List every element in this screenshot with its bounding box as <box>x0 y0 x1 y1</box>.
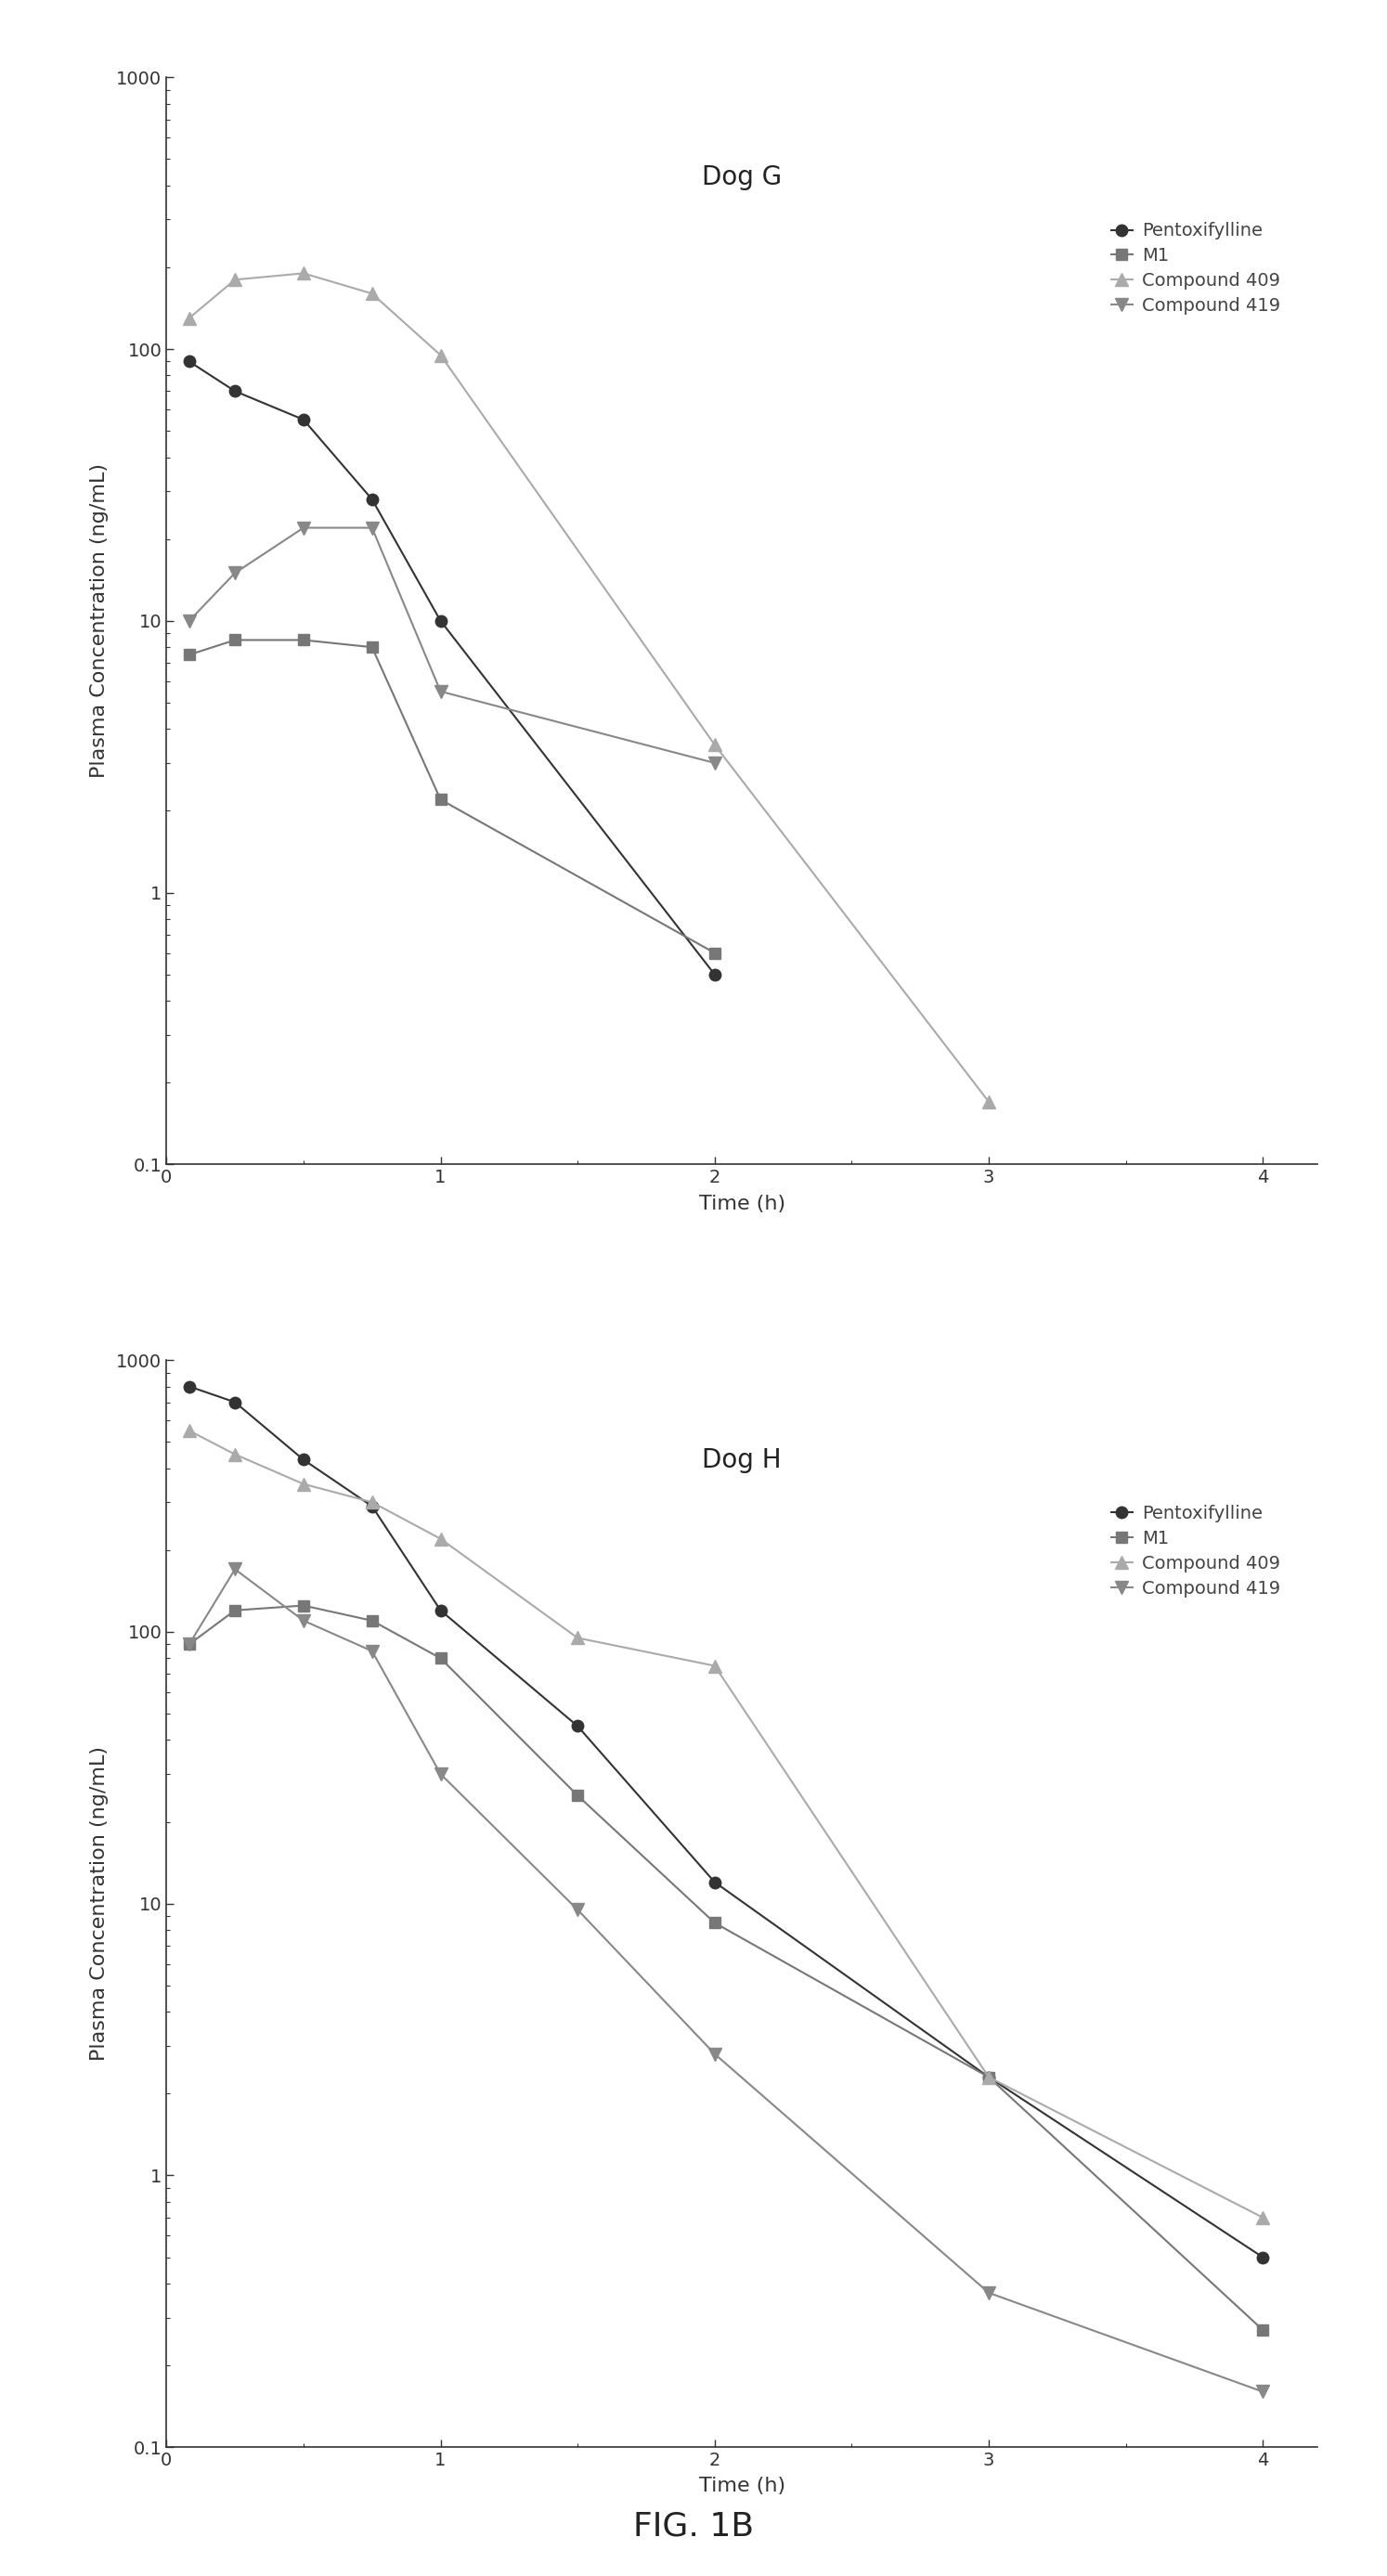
Pentoxifylline <box>706 1868 723 1899</box>
Compound 419 <box>433 1759 449 1790</box>
M1 <box>226 623 243 654</box>
M1 <box>180 1628 197 1659</box>
M1 <box>295 1589 312 1620</box>
Pentoxifylline <box>363 484 380 515</box>
Legend: Pentoxifylline, M1, Compound 409, Compound 419: Pentoxifylline, M1, Compound 409, Compou… <box>1105 1499 1286 1602</box>
M1 <box>1254 2313 1270 2344</box>
Text: Dog H: Dog H <box>702 1448 782 1473</box>
Compound 419 <box>706 2038 723 2069</box>
Compound 409 <box>363 1486 380 1517</box>
Compound 409 <box>981 1087 997 1118</box>
Line: Pentoxifylline: Pentoxifylline <box>183 355 720 981</box>
Compound 409 <box>363 278 380 309</box>
Compound 409 <box>981 2061 997 2092</box>
Pentoxifylline <box>433 605 449 636</box>
Compound 419 <box>569 1893 585 1924</box>
Compound 409 <box>706 1651 723 1682</box>
X-axis label: Time (h): Time (h) <box>699 2478 785 2496</box>
Pentoxifylline <box>1254 2241 1270 2272</box>
Compound 409 <box>706 729 723 760</box>
Pentoxifylline <box>981 2061 997 2092</box>
Compound 419 <box>226 556 243 587</box>
Line: Compound 409: Compound 409 <box>183 268 996 1108</box>
Compound 419 <box>295 1605 312 1636</box>
Compound 409 <box>180 301 197 332</box>
M1 <box>433 783 449 814</box>
Pentoxifylline <box>433 1595 449 1625</box>
M1 <box>363 1605 380 1636</box>
Pentoxifylline <box>706 958 723 989</box>
Pentoxifylline <box>569 1710 585 1741</box>
Line: Compound 419: Compound 419 <box>183 520 721 770</box>
Compound 419 <box>180 1628 197 1659</box>
Compound 419 <box>706 747 723 778</box>
Compound 419 <box>180 605 197 636</box>
Line: M1: M1 <box>184 634 720 958</box>
Compound 409 <box>180 1414 197 1445</box>
Compound 419 <box>1254 2375 1270 2406</box>
M1 <box>569 1780 585 1811</box>
Y-axis label: Plasma Concentration (ng/mL): Plasma Concentration (ng/mL) <box>90 1747 108 2061</box>
Pentoxifylline <box>226 376 243 407</box>
Pentoxifylline <box>295 404 312 435</box>
M1 <box>180 639 197 670</box>
M1 <box>981 2061 997 2092</box>
M1 <box>226 1595 243 1625</box>
Text: FIG. 1B: FIG. 1B <box>632 2512 755 2543</box>
Line: Pentoxifylline: Pentoxifylline <box>183 1381 1269 2264</box>
Compound 419 <box>226 1553 243 1584</box>
Compound 419 <box>363 513 380 544</box>
M1 <box>295 623 312 654</box>
Y-axis label: Plasma Concentration (ng/mL): Plasma Concentration (ng/mL) <box>90 464 108 778</box>
Compound 409 <box>226 265 243 296</box>
Line: Compound 419: Compound 419 <box>183 1564 1269 2398</box>
Compound 419 <box>363 1636 380 1667</box>
Text: Dog G: Dog G <box>702 165 782 191</box>
Compound 409 <box>569 1623 585 1654</box>
Compound 409 <box>1254 2202 1270 2233</box>
Pentoxifylline <box>180 345 197 376</box>
Compound 409 <box>433 340 449 371</box>
M1 <box>706 1906 723 1937</box>
X-axis label: Time (h): Time (h) <box>699 1195 785 1213</box>
Compound 419 <box>981 2277 997 2308</box>
Pentoxifylline <box>363 1492 380 1522</box>
Compound 409 <box>295 258 312 289</box>
Line: Compound 409: Compound 409 <box>183 1425 1269 2223</box>
Pentoxifylline <box>180 1370 197 1401</box>
Compound 409 <box>433 1522 449 1553</box>
Compound 409 <box>295 1468 312 1499</box>
Legend: Pentoxifylline, M1, Compound 409, Compound 419: Pentoxifylline, M1, Compound 409, Compou… <box>1105 216 1286 319</box>
Compound 419 <box>295 513 312 544</box>
Line: M1: M1 <box>184 1600 1268 2334</box>
Compound 409 <box>226 1440 243 1471</box>
Compound 419 <box>433 675 449 706</box>
M1 <box>706 938 723 969</box>
M1 <box>363 631 380 662</box>
Pentoxifylline <box>226 1386 243 1417</box>
M1 <box>433 1643 449 1674</box>
Pentoxifylline <box>295 1445 312 1476</box>
